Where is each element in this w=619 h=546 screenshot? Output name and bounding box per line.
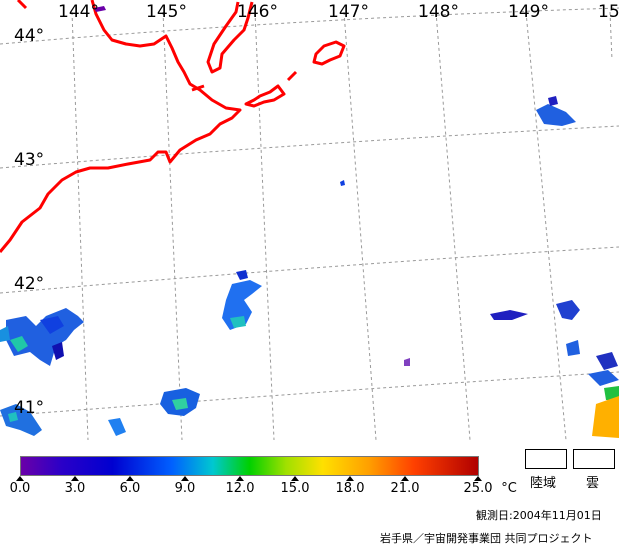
lat-label-42: 42° xyxy=(14,274,45,294)
temperature-colorbar xyxy=(20,456,479,476)
colorbar-unit: °C xyxy=(501,481,517,496)
colorbar-tick-label: 12.0 xyxy=(225,481,255,496)
lat-label-41: 41° xyxy=(14,398,45,418)
sst-patch-center-dot xyxy=(340,180,345,186)
lon-label-148: 148° xyxy=(418,2,459,22)
sst-patch-center xyxy=(222,270,262,330)
lat-label-43: 43° xyxy=(14,150,45,170)
colorbar-tick-label: 9.0 xyxy=(174,481,196,496)
sst-patch-dot xyxy=(404,358,410,366)
sst-patch-ne xyxy=(536,96,576,126)
colorbar-tick-label: 25.0 xyxy=(463,481,493,496)
colorbar-tick-label: 0.0 xyxy=(9,481,31,496)
colorbar-tick-label: 6.0 xyxy=(119,481,141,496)
colorbar-tick xyxy=(401,476,409,481)
colorbar-tick xyxy=(236,476,244,481)
lat-label-44: 44° xyxy=(14,26,45,46)
colorbar-tick-label: 15.0 xyxy=(280,481,310,496)
sea-surface-temperature-map xyxy=(0,0,619,440)
colorbar-tick xyxy=(71,476,79,481)
sst-patch-south xyxy=(160,388,200,416)
colorbar-tick-label: 21.0 xyxy=(390,481,420,496)
coastline xyxy=(0,0,346,253)
land-legend-swatch xyxy=(525,449,567,469)
lon-label-147: 147° xyxy=(328,2,369,22)
land-legend-label: 陸域 xyxy=(530,476,557,491)
colorbar-tick xyxy=(474,476,482,481)
colorbar-tick xyxy=(346,476,354,481)
sst-patch-sw xyxy=(0,404,126,436)
colorbar-tick xyxy=(126,476,134,481)
cloud-legend-label: 雲 xyxy=(586,476,600,491)
sst-patch-west xyxy=(0,308,84,366)
credit-line: 岩手県／宇宙開発事業団 共同プロジェクト xyxy=(380,532,593,545)
sst-patch-east-streak xyxy=(490,310,528,320)
colorbar-tick-label: 18.0 xyxy=(335,481,365,496)
lon-label-149: 149° xyxy=(508,2,549,22)
graticule-meridians xyxy=(71,11,613,440)
lon-label-145: 145° xyxy=(146,2,187,22)
sst-patch-east xyxy=(556,300,619,438)
sst-patch-top xyxy=(94,6,106,12)
colorbar-tick xyxy=(181,476,189,481)
colorbar-tick xyxy=(291,476,299,481)
lon-label-146: 146° xyxy=(237,2,278,22)
colorbar-tick xyxy=(16,476,24,481)
lon-label-150: 15 xyxy=(598,2,619,22)
colorbar-tick-label: 3.0 xyxy=(64,481,86,496)
sst-patches xyxy=(0,6,619,438)
observation-date: 観測日:2004年11月01日 xyxy=(476,509,602,522)
graticule-parallels xyxy=(0,7,619,417)
cloud-legend-swatch xyxy=(573,449,615,469)
lon-label-144: 144° xyxy=(58,2,99,22)
